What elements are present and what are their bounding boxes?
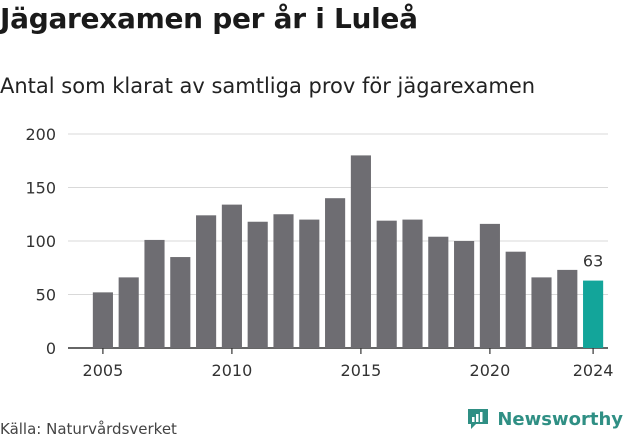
y-tick-label: 150 bbox=[25, 179, 56, 198]
y-tick-label: 0 bbox=[46, 339, 56, 358]
y-tick-label: 100 bbox=[25, 232, 56, 251]
chart-title: Jägarexamen per år i Luleå bbox=[0, 2, 418, 35]
y-tick-label: 200 bbox=[25, 125, 56, 144]
x-axis-ticks: 2005 2010 2015 2020 2024 bbox=[83, 348, 614, 380]
newsworthy-logo-icon bbox=[468, 409, 489, 429]
bar bbox=[376, 220, 397, 348]
brand-logo[interactable]: Newsworthy bbox=[465, 406, 623, 432]
bar bbox=[428, 236, 449, 348]
x-tick-label: 2015 bbox=[341, 361, 382, 380]
bar bbox=[299, 219, 320, 348]
bar-chart: 0 50 100 150 200 2005 2010 2015 2020 2024 63 bbox=[25, 125, 614, 380]
y-tick-label: 50 bbox=[36, 286, 56, 305]
bar-highlight bbox=[583, 280, 604, 348]
bar bbox=[557, 269, 578, 348]
bar bbox=[144, 239, 165, 348]
bar bbox=[196, 215, 217, 348]
x-tick-label: 2005 bbox=[83, 361, 124, 380]
bar bbox=[118, 277, 139, 348]
chart-subtitle: Antal som klarat av samtliga prov för jä… bbox=[0, 74, 536, 98]
bar bbox=[531, 277, 552, 348]
bar bbox=[247, 221, 268, 348]
bar bbox=[454, 241, 475, 348]
bar bbox=[325, 198, 346, 348]
bar bbox=[350, 155, 371, 348]
source-note: Källa: Naturvårdsverket bbox=[0, 420, 177, 438]
bar bbox=[92, 292, 113, 348]
bar bbox=[402, 219, 423, 348]
y-axis-ticks: 0 50 100 150 200 bbox=[25, 125, 56, 358]
brand-name: Newsworthy bbox=[497, 408, 623, 430]
x-tick-label: 2020 bbox=[470, 361, 511, 380]
bar bbox=[505, 251, 526, 348]
bar bbox=[170, 257, 191, 348]
data-labels: 63 bbox=[583, 252, 603, 271]
data-label: 63 bbox=[583, 252, 603, 271]
x-tick-label: 2010 bbox=[212, 361, 253, 380]
bar bbox=[273, 214, 294, 348]
bar bbox=[221, 204, 242, 348]
bar bbox=[479, 223, 500, 348]
bars bbox=[92, 155, 604, 348]
x-tick-label: 2024 bbox=[573, 361, 614, 380]
